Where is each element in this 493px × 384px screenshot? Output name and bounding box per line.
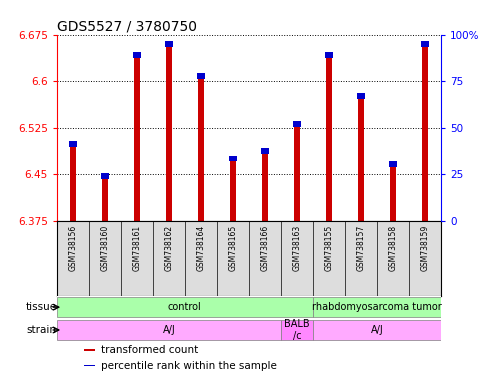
Text: GSM738161: GSM738161: [132, 225, 141, 271]
Text: strain: strain: [27, 325, 57, 335]
Bar: [313, 297, 441, 318]
Bar: [166, 47, 172, 221]
Bar: [57, 297, 313, 318]
Bar: [326, 58, 332, 221]
Bar: [230, 161, 236, 221]
Bar: [281, 320, 313, 340]
Bar: [293, 121, 301, 127]
Text: GSM738156: GSM738156: [68, 225, 77, 271]
Text: GSM738162: GSM738162: [164, 225, 174, 271]
Text: BALB
/c: BALB /c: [284, 319, 310, 341]
Text: rhabdomyosarcoma tumor: rhabdomyosarcoma tumor: [312, 302, 442, 312]
Bar: [134, 58, 140, 221]
Bar: [198, 79, 204, 221]
Bar: [102, 179, 107, 221]
Bar: [357, 93, 365, 99]
Bar: [101, 173, 109, 179]
Text: tissue: tissue: [26, 302, 57, 312]
Bar: [165, 41, 173, 47]
Bar: [57, 320, 281, 340]
Text: GSM738157: GSM738157: [356, 225, 366, 271]
Text: GSM738158: GSM738158: [388, 225, 398, 271]
Bar: [389, 161, 397, 167]
Bar: [133, 52, 141, 58]
Text: GSM738166: GSM738166: [260, 225, 270, 271]
Bar: [313, 320, 441, 340]
Bar: [423, 47, 428, 221]
Text: GSM738160: GSM738160: [100, 225, 109, 271]
Bar: [390, 167, 396, 221]
Bar: [325, 52, 333, 58]
Bar: [294, 127, 300, 221]
Bar: [358, 99, 364, 221]
Text: GSM738159: GSM738159: [421, 225, 430, 271]
Bar: [261, 148, 269, 154]
Text: GSM738165: GSM738165: [228, 225, 238, 271]
Text: control: control: [168, 302, 202, 312]
Bar: [69, 141, 77, 147]
Bar: [197, 73, 205, 79]
Text: GSM738163: GSM738163: [292, 225, 302, 271]
Text: A/J: A/J: [371, 325, 384, 335]
Bar: [70, 147, 75, 221]
Text: GSM738155: GSM738155: [324, 225, 334, 271]
Text: A/J: A/J: [163, 325, 175, 335]
Bar: [421, 41, 429, 47]
Text: GSM738164: GSM738164: [196, 225, 206, 271]
Bar: [84, 349, 95, 351]
Text: GDS5527 / 3780750: GDS5527 / 3780750: [57, 20, 197, 33]
Text: transformed count: transformed count: [101, 345, 198, 355]
Bar: [84, 365, 95, 366]
Bar: [262, 154, 268, 221]
Text: percentile rank within the sample: percentile rank within the sample: [101, 361, 277, 371]
Bar: [229, 156, 237, 161]
